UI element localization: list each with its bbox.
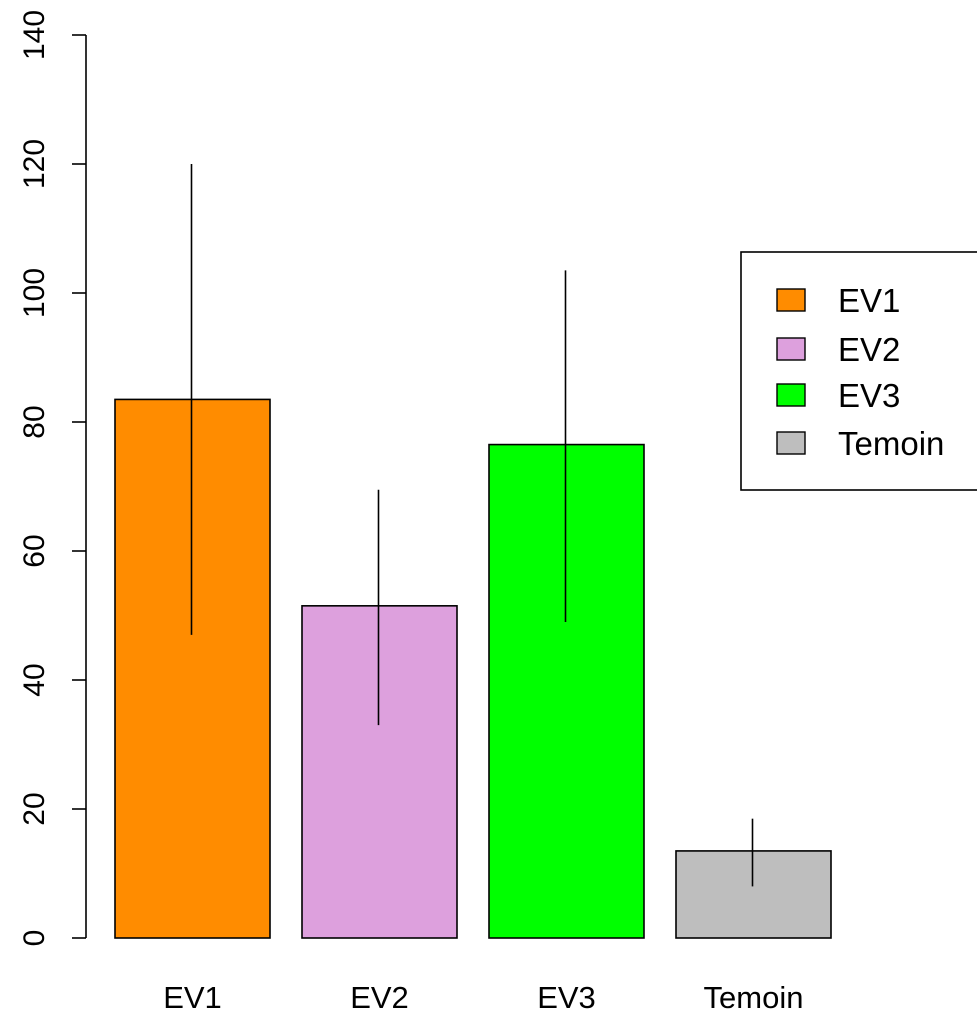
x-tick-label: Temoin	[704, 980, 804, 1014]
bar-temoin	[675, 850, 832, 939]
x-tick-label: EV2	[350, 980, 409, 1014]
error-bars	[190, 164, 754, 887]
y-tick-label: 120	[18, 139, 51, 189]
y-axis: 0 20 40 60 80 100 120 140	[18, 10, 87, 947]
bar-ev3	[488, 443, 645, 939]
y-tick-label: 40	[18, 663, 51, 696]
x-axis-labels: EV1 EV2 EV3 Temoin	[163, 980, 803, 1014]
y-tick-label: 0	[18, 930, 51, 947]
legend-label-temoin: Temoin	[838, 425, 944, 462]
y-tick-label: 100	[18, 268, 51, 318]
bar-ev1	[114, 398, 271, 939]
bars	[114, 398, 832, 939]
y-tick-label: 140	[18, 10, 51, 60]
legend-label-ev2: EV2	[838, 331, 900, 368]
bar-ev2	[301, 605, 458, 939]
y-tick-label: 20	[18, 792, 51, 825]
x-tick-label: EV3	[537, 980, 596, 1014]
legend-swatch-ev3	[776, 383, 806, 407]
legend-label-ev1: EV1	[838, 282, 900, 319]
x-tick-label: EV1	[163, 980, 222, 1014]
legend-swatch-ev1	[776, 288, 806, 312]
legend-swatch-temoin	[776, 431, 806, 455]
legend-swatch-ev2	[776, 337, 806, 361]
y-tick-label: 60	[18, 534, 51, 567]
legend-label-ev3: EV3	[838, 377, 900, 414]
y-tick-label: 80	[18, 405, 51, 438]
legend: EV1 EV2 EV3 Temoin	[740, 251, 977, 491]
